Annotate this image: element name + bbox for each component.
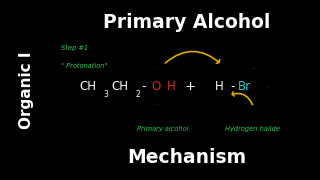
Text: Mechanism: Mechanism <box>127 148 246 167</box>
Text: Primary alcohol: Primary alcohol <box>137 126 189 132</box>
Text: H: H <box>215 80 224 93</box>
Text: Primary Alcohol: Primary Alcohol <box>103 13 270 32</box>
Text: CH: CH <box>80 80 97 93</box>
Text: " Protonation": " Protonation" <box>61 63 107 69</box>
Text: CH: CH <box>111 80 128 93</box>
Text: +: + <box>184 80 196 93</box>
Text: 3: 3 <box>104 90 108 99</box>
Text: 2: 2 <box>135 90 140 99</box>
Text: Br: Br <box>238 80 251 93</box>
Text: O: O <box>151 80 160 93</box>
Text: ··: ·· <box>155 102 159 107</box>
Text: ··: ·· <box>252 102 255 107</box>
Text: ··: ·· <box>266 84 271 88</box>
Text: ··: ·· <box>155 66 159 71</box>
Text: -: - <box>231 80 235 93</box>
Text: Step #1: Step #1 <box>61 45 88 51</box>
Text: Organic I: Organic I <box>19 51 34 129</box>
Text: H: H <box>167 80 175 93</box>
Text: ··: ·· <box>252 66 255 71</box>
Text: Hydrogen halide: Hydrogen halide <box>225 126 280 132</box>
Text: -: - <box>141 80 146 93</box>
